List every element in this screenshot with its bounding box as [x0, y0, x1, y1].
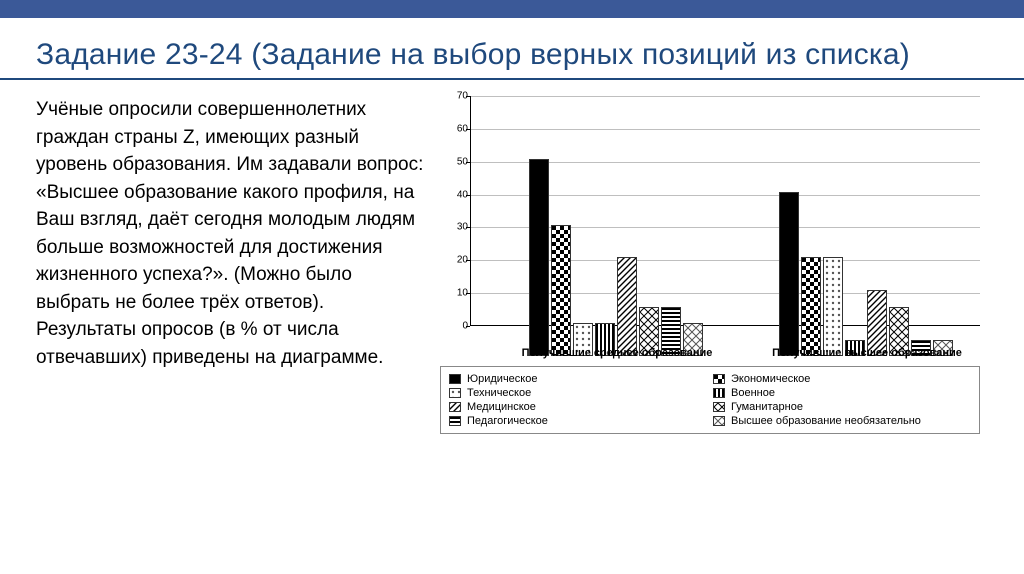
legend-label: Юридическое — [467, 373, 537, 385]
legend-item: Высшее образование необязательно — [713, 415, 971, 427]
legend-swatch — [713, 374, 725, 384]
legend-item: Военное — [713, 387, 971, 399]
x-category-label: Получившие высшее образование — [759, 347, 975, 360]
legend-swatch — [449, 374, 461, 384]
legend-swatch — [449, 402, 461, 412]
bar-chart: 010203040506070Получившие среднее образо… — [440, 96, 980, 356]
y-tick — [466, 326, 470, 327]
legend-label: Педагогическое — [467, 415, 548, 427]
legend-label: Экономическое — [731, 373, 810, 385]
y-tick — [466, 195, 470, 196]
legend-swatch — [713, 402, 725, 412]
legend-label: Техническое — [467, 387, 531, 399]
title-bar: Задание 23-24 (Задание на выбор верных п… — [0, 18, 1024, 76]
page-title: Задание 23-24 (Задание на выбор верных п… — [36, 38, 988, 72]
bar — [801, 257, 821, 356]
legend-item: Гуманитарное — [713, 401, 971, 413]
bar — [529, 159, 549, 356]
legend-swatch — [449, 388, 461, 398]
legend-item: Юридическое — [449, 373, 707, 385]
y-tick — [466, 293, 470, 294]
legend-swatch — [713, 416, 725, 426]
bar — [779, 192, 799, 356]
legend-swatch — [713, 388, 725, 398]
top-banner — [0, 0, 1024, 18]
legend-item: Медицинское — [449, 401, 707, 413]
content-row: Учёные опросили совершеннолетних граждан… — [0, 80, 1024, 434]
y-tick — [466, 129, 470, 130]
legend-swatch — [449, 416, 461, 426]
intro-paragraph: Учёные опросили совершеннолетних граждан… — [36, 96, 436, 434]
bar — [617, 257, 637, 356]
legend-label: Высшее образование необязательно — [731, 415, 921, 427]
legend-item: Экономическое — [713, 373, 971, 385]
gridline — [471, 129, 980, 130]
y-tick — [466, 260, 470, 261]
gridline — [471, 96, 980, 97]
legend-item: Педагогическое — [449, 415, 707, 427]
legend-label: Медицинское — [467, 401, 536, 413]
y-tick — [466, 162, 470, 163]
bar — [823, 257, 843, 356]
legend-item: Техническое — [449, 387, 707, 399]
legend-label: Военное — [731, 387, 775, 399]
chart-column: 010203040506070Получившие среднее образо… — [436, 96, 996, 434]
y-tick — [466, 227, 470, 228]
bar — [551, 225, 571, 356]
x-category-label: Получившие среднее образование — [509, 347, 725, 360]
legend: Юридическое Экономическое Техническое Военн… — [440, 366, 980, 434]
y-tick — [466, 96, 470, 97]
legend-label: Гуманитарное — [731, 401, 803, 413]
